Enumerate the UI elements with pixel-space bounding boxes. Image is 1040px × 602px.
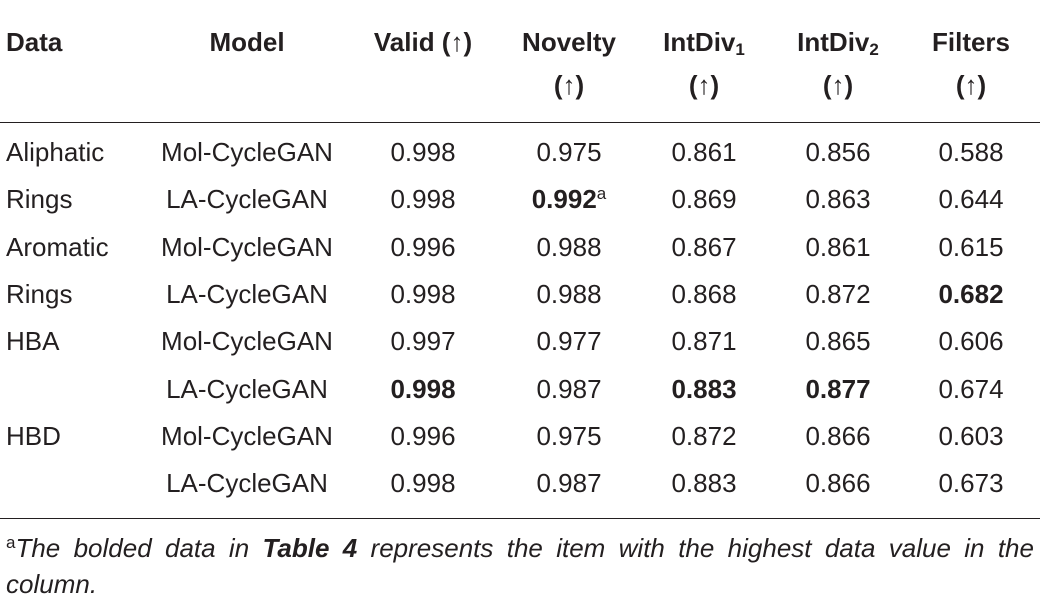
header-label: Novelty bbox=[522, 27, 616, 57]
table-cell: 0.997 bbox=[390, 326, 456, 357]
note-mark: a bbox=[596, 184, 607, 204]
table-cell: 0.866 bbox=[805, 468, 871, 499]
header-cell: Model bbox=[209, 27, 284, 57]
header-cell: IntDiv2 bbox=[797, 27, 879, 59]
table-cell: 0.867 bbox=[671, 231, 737, 262]
table-cell: 0.871 bbox=[671, 326, 737, 357]
table-cell: 0.674 bbox=[938, 373, 1004, 404]
table-cell: Rings bbox=[6, 184, 73, 215]
footnote-mark: a bbox=[6, 533, 16, 552]
cell-value: 0.877 bbox=[805, 373, 871, 404]
table-cell: 0.869 bbox=[671, 184, 737, 215]
header-label: IntDiv bbox=[797, 27, 870, 57]
header-rule bbox=[0, 122, 1040, 123]
header-cell-line2: (↑) bbox=[688, 70, 720, 100]
cell-value: 0.883 bbox=[671, 373, 737, 404]
header-label: Model bbox=[209, 27, 285, 57]
header-cell: Valid (↑) bbox=[374, 27, 472, 57]
table-cell: 0.998 bbox=[390, 374, 455, 404]
bottom-rule bbox=[0, 518, 1040, 519]
table-cell: 0.987 bbox=[536, 373, 602, 404]
table-cell: 0.868 bbox=[671, 278, 737, 309]
table-cell: LA-CycleGAN bbox=[166, 468, 328, 499]
header-label: Valid (↑) bbox=[373, 27, 473, 57]
table-cell: 0.996 bbox=[390, 231, 456, 262]
table-cell: 0.861 bbox=[805, 231, 871, 262]
table-cell: 0.644 bbox=[938, 184, 1004, 215]
table-cell: 0.877 bbox=[805, 374, 870, 404]
header-label: Data bbox=[6, 27, 63, 57]
table-cell: 0.673 bbox=[938, 468, 1004, 499]
table-cell: Aliphatic bbox=[6, 137, 105, 167]
table-cell: 0.603 bbox=[938, 420, 1004, 451]
table-cell: 0.988 bbox=[536, 231, 602, 262]
table-cell: Mol-CycleGAN bbox=[161, 137, 333, 167]
table-cell: 0.996 bbox=[390, 420, 456, 451]
table-cell: 0.975 bbox=[536, 420, 602, 451]
header-cell: Filters bbox=[932, 27, 1010, 57]
footnote-text: Table 4 bbox=[262, 533, 358, 563]
table-cell: Mol-CycleGAN bbox=[161, 326, 333, 357]
table-cell: 0.998 bbox=[390, 468, 456, 499]
header-label: IntDiv bbox=[663, 27, 736, 57]
footnote: aThe bolded data in Table 4 represents t… bbox=[6, 530, 1034, 602]
table-cell: 0.975 bbox=[536, 137, 602, 167]
table-cell: HBA bbox=[6, 326, 60, 357]
table-cell: Mol-CycleGAN bbox=[161, 420, 333, 451]
table-cell: Rings bbox=[6, 278, 73, 309]
header-label: Filters bbox=[931, 27, 1011, 57]
table-cell: 0.998 bbox=[390, 184, 456, 215]
header-cell-line2: (↑) bbox=[553, 70, 585, 100]
table-cell: LA-CycleGAN bbox=[166, 184, 328, 215]
cell-value: 0.992 bbox=[531, 184, 597, 215]
table-cell: 0.998 bbox=[390, 278, 456, 309]
table-cell: 0.872 bbox=[805, 278, 871, 309]
table-cell: 0.992a bbox=[532, 184, 607, 214]
table-cell: LA-CycleGAN bbox=[166, 278, 328, 309]
header-subscript: 2 bbox=[869, 40, 879, 59]
table-cell: 0.588 bbox=[938, 137, 1004, 167]
footnote-text: The bolded data in bbox=[15, 533, 263, 563]
table-cell: 0.977 bbox=[536, 326, 602, 357]
header-cell: IntDiv1 bbox=[663, 27, 745, 59]
table-cell: 0.883 bbox=[671, 468, 737, 499]
header-cell-line2: (↑) bbox=[822, 70, 854, 100]
header-cell: Data bbox=[6, 27, 62, 57]
table-cell: 0.863 bbox=[805, 184, 871, 215]
table-cell: 0.606 bbox=[938, 326, 1004, 357]
table-cell: 0.988 bbox=[536, 278, 602, 309]
table-cell: HBD bbox=[6, 420, 61, 451]
table-cell: 0.987 bbox=[536, 468, 602, 499]
table-cell: 0.861 bbox=[671, 137, 737, 167]
table-cell: 0.615 bbox=[938, 231, 1004, 262]
header-subscript: 1 bbox=[735, 40, 745, 59]
table-cell: 0.865 bbox=[805, 326, 871, 357]
cell-value: 0.682 bbox=[938, 278, 1004, 309]
table-cell: 0.682 bbox=[938, 279, 1003, 309]
table-cell: 0.872 bbox=[671, 420, 737, 451]
table-cell: LA-CycleGAN bbox=[166, 373, 328, 404]
table-cell: Mol-CycleGAN bbox=[161, 231, 333, 262]
table-cell: 0.866 bbox=[805, 420, 871, 451]
cell-value: 0.998 bbox=[390, 373, 456, 404]
header-cell-line2: (↑) bbox=[955, 70, 987, 100]
table-cell: 0.998 bbox=[390, 137, 456, 167]
table-cell: 0.856 bbox=[805, 137, 871, 167]
table-cell: 0.883 bbox=[671, 374, 736, 404]
table-cell: Aromatic bbox=[6, 231, 109, 262]
footnote-text: represents the item with the highest dat… bbox=[6, 533, 1034, 599]
header-cell: Novelty bbox=[522, 27, 616, 57]
